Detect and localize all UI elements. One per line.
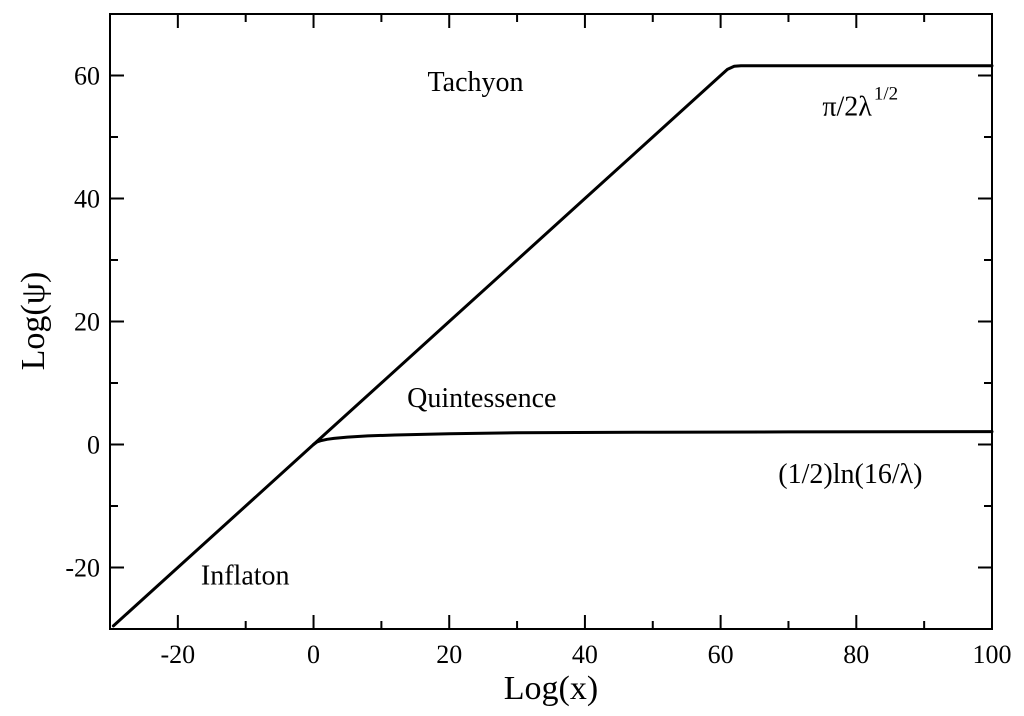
- annotation-label: π/2λ 1/2: [822, 83, 898, 122]
- x-tick-label: 100: [973, 640, 1012, 669]
- series-line-2: [312, 430, 994, 446]
- annotation-label: Tachyon: [428, 67, 524, 98]
- y-tick-label: -20: [65, 554, 100, 583]
- y-axis-title: Log(ψ): [15, 272, 52, 371]
- y-tick-label: 40: [74, 185, 100, 214]
- x-tick-label: 40: [572, 640, 598, 669]
- x-axis-title: Log(x): [504, 670, 598, 707]
- x-tick-label: 0: [307, 640, 320, 669]
- x-tick-label: -20: [161, 640, 196, 669]
- series-line-1: [111, 64, 994, 628]
- x-tick-label: 60: [708, 640, 734, 669]
- y-tick-label: 20: [74, 308, 100, 337]
- y-tick-labels: -20 0 20 40 60: [65, 62, 100, 583]
- annotation-label: (1/2)ln(16/λ): [778, 459, 922, 490]
- annotation-label: Quintessence: [407, 383, 556, 414]
- annotation-label: Inflaton: [201, 561, 290, 592]
- series-group: [111, 64, 994, 628]
- y-tick-label: 60: [74, 62, 100, 91]
- x-tick-label: 80: [843, 640, 869, 669]
- x-tick-label: 20: [436, 640, 462, 669]
- y-tick-label: 0: [87, 431, 100, 460]
- annotations: Tachyon π/2λ 1/2 Quintessence (1/2)ln(16/λ) I…: [201, 67, 923, 592]
- axis-ticks: [110, 14, 992, 629]
- x-tick-labels: -20 0 20 40 60 80 100: [161, 640, 1012, 669]
